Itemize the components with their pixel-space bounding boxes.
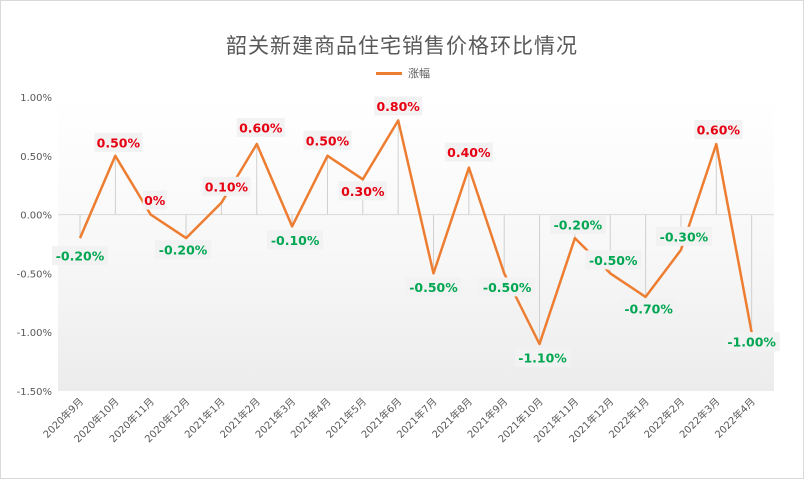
series-line bbox=[78, 119, 753, 346]
data-label-bg bbox=[374, 96, 423, 116]
y-tick-label: -1.00% bbox=[17, 328, 52, 339]
data-label: 0.60% bbox=[697, 123, 741, 138]
data-label: -0.20% bbox=[159, 243, 208, 258]
y-tick-label: 1.00% bbox=[20, 93, 52, 104]
data-label: -0.70% bbox=[624, 301, 673, 316]
data-label: 0% bbox=[144, 193, 166, 208]
data-label-bg bbox=[620, 298, 677, 318]
data-label: 0.10% bbox=[205, 179, 249, 194]
legend-swatch bbox=[376, 71, 402, 75]
data-label-bg bbox=[155, 240, 212, 260]
data-label: -0.50% bbox=[483, 280, 532, 295]
data-label: -0.10% bbox=[271, 233, 320, 248]
data-label-bg bbox=[514, 347, 571, 367]
data-label: -1.00% bbox=[727, 335, 776, 350]
data-label: 0.40% bbox=[447, 145, 491, 160]
data-label: 0.80% bbox=[376, 99, 420, 114]
data-label-bg bbox=[444, 142, 493, 162]
data-label-bg bbox=[94, 132, 143, 152]
data-label-bg bbox=[549, 215, 606, 235]
data-label: -0.20% bbox=[56, 249, 105, 264]
legend-label: 涨幅 bbox=[408, 67, 430, 80]
data-label-bg bbox=[723, 332, 780, 352]
data-label-bg bbox=[303, 130, 352, 150]
data-label: -0.50% bbox=[589, 253, 638, 268]
chart-title: 韶关新建商品住宅销售价格环比情况 bbox=[226, 34, 578, 58]
y-tick-label: 0.00% bbox=[20, 211, 52, 222]
data-label: -1.10% bbox=[518, 350, 567, 365]
x-axis-ticks: 2020年9月2020年10月2020年11月2020年12月2021年1月20… bbox=[40, 395, 757, 445]
data-label-bg bbox=[202, 176, 251, 196]
data-label-bg bbox=[655, 226, 712, 246]
data-label-bg bbox=[267, 230, 324, 250]
data-label: -0.20% bbox=[554, 218, 603, 233]
y-axis-ticks: 1.00% 0.50% 0.00% -0.50% -1.00% -1.50% bbox=[17, 93, 52, 398]
data-label-bg bbox=[479, 277, 536, 297]
legend: 涨幅 bbox=[376, 65, 430, 81]
y-tick-label: -1.50% bbox=[17, 387, 52, 398]
data-label-bg bbox=[338, 181, 387, 201]
data-label: 0.30% bbox=[341, 184, 385, 199]
data-label-bg bbox=[236, 118, 285, 138]
y-tick-label: 0.50% bbox=[20, 152, 52, 163]
data-label-bg bbox=[142, 190, 167, 210]
data-label-bg bbox=[585, 250, 642, 270]
data-label: -0.50% bbox=[409, 280, 458, 295]
data-label: 0.60% bbox=[239, 121, 283, 136]
data-label-bg bbox=[405, 277, 462, 297]
data-label-bg bbox=[52, 246, 108, 266]
data-label: 0.50% bbox=[306, 133, 350, 148]
data-label-bg bbox=[694, 120, 743, 140]
data-label: -0.30% bbox=[660, 229, 709, 244]
data-label: 0.50% bbox=[97, 135, 141, 150]
data-labels: -0.20% 0.50% 0% -0.20% 0.10% 0.60% -0.10% 0.50%… bbox=[52, 96, 780, 367]
y-tick-label: -0.50% bbox=[17, 269, 52, 280]
